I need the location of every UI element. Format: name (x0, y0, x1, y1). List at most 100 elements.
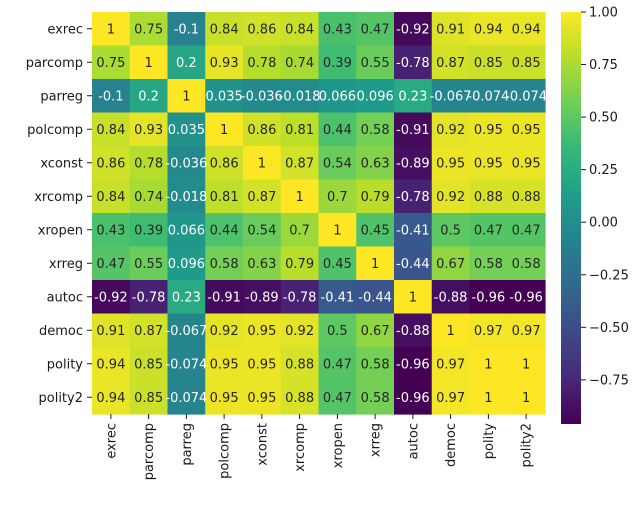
heatmap-cell (507, 112, 546, 147)
colorbar-ticks: 1.00 0.75 0.50 0.25 0.00 −0.25 −0.50 −0.75 (581, 6, 629, 388)
heatmap-cell-label: 0.5 (327, 324, 348, 339)
colorbar-gradient (561, 12, 581, 424)
heatmap-cell (167, 347, 206, 382)
heatmap-cell-label: 0.5 (440, 223, 461, 238)
heatmap-cell (318, 112, 357, 147)
heatmap-cell (243, 79, 282, 114)
x-tick-label: polity2 (520, 423, 535, 468)
heatmap-cell (243, 12, 282, 47)
heatmap-cell-label: 0.47 (474, 223, 503, 238)
heatmap-cell-label: 0.58 (512, 257, 541, 272)
heatmap-cell-label: 0.23 (172, 290, 201, 305)
heatmap-cell-label: 0.035 (206, 89, 243, 104)
heatmap-cell-label: -0.92 (94, 290, 128, 305)
heatmap-cell (243, 146, 282, 181)
heatmap-cell-label: 0.23 (398, 89, 427, 104)
heatmap-cell (356, 213, 395, 248)
heatmap-cell (394, 246, 433, 281)
heatmap-cell-label: -0.036 (241, 89, 283, 104)
heatmap-cell-label: -0.78 (396, 190, 430, 205)
heatmap-cell (431, 213, 471, 248)
heatmap-cell-label: -0.78 (132, 290, 166, 305)
heatmap-cell (243, 246, 282, 281)
heatmap-cell-label: 0.95 (436, 156, 465, 171)
heatmap-cell (205, 213, 244, 248)
heatmap-cell-label: 0.55 (134, 257, 163, 272)
heatmap-cell (167, 246, 206, 281)
heatmap-cell (129, 380, 169, 415)
heatmap-cell (318, 246, 357, 281)
heatmap-cell (205, 79, 244, 114)
heatmap-cell-label: 0.88 (512, 190, 541, 205)
heatmap-cell (469, 313, 508, 348)
heatmap-cell (280, 112, 320, 147)
heatmap-cell-label: 0.87 (134, 324, 163, 339)
y-axis: exrec parcomp parreg polcomp xconst xrcomp xro… (26, 22, 92, 406)
heatmap-cell (167, 146, 206, 181)
heatmap-cell (205, 280, 244, 315)
heatmap-cell (92, 213, 131, 248)
heatmap-cell-label: -0.89 (245, 290, 279, 305)
heatmap-cell (318, 213, 357, 248)
x-tick-label: parreg (180, 423, 195, 466)
heatmap-cell-label: 0.86 (96, 156, 125, 171)
heatmap-cell-label: -0.88 (396, 324, 430, 339)
heatmap-cell (394, 380, 433, 415)
heatmap-cell (167, 12, 206, 47)
heatmap-cell (243, 380, 282, 415)
heatmap-cell (318, 179, 357, 214)
heatmap-cell (469, 179, 508, 214)
colorbar-tick-label: 1.00 (589, 6, 618, 21)
heatmap-cell (280, 146, 320, 181)
heatmap-cell (92, 179, 131, 214)
heatmap-cell-label: 0.096 (357, 89, 394, 104)
heatmap-cell (507, 213, 546, 248)
heatmap-cell-label: 0.88 (285, 391, 314, 406)
heatmap-cell-label: 1 (333, 223, 341, 238)
heatmap-cell-label: -0.78 (283, 290, 317, 305)
heatmap-cell-label: -0.067 (165, 324, 207, 339)
heatmap-cell-label: -0.78 (396, 56, 430, 71)
colorbar-tick-label: −0.25 (589, 268, 629, 283)
heatmap-cell-label: 0.84 (285, 22, 314, 37)
heatmap-cell (205, 146, 244, 181)
heatmap-cell-label: 0.85 (512, 56, 541, 71)
y-tick-label: xconst (40, 156, 83, 171)
heatmap-cell-label: 0.97 (474, 324, 503, 339)
y-tick-label: parreg (40, 89, 83, 104)
heatmap-cell-label: 0.45 (323, 257, 352, 272)
heatmap-cell-label: 0.44 (210, 223, 239, 238)
heatmap-cell-label: -0.067 (430, 89, 472, 104)
heatmap-cell-label: 0.78 (247, 56, 276, 71)
heatmap-cell-label: -0.074 (165, 391, 207, 406)
heatmap-cell-label: -0.018 (165, 190, 207, 205)
heatmap-cell (92, 146, 131, 181)
heatmap-cell-label: 1 (522, 391, 530, 406)
heatmap-cell-label: 0.88 (474, 190, 503, 205)
heatmap-cell (167, 280, 206, 315)
heatmap-cell (469, 380, 508, 415)
heatmap-cell (205, 313, 244, 348)
heatmap-cell-label: 0.95 (210, 391, 239, 406)
heatmap-cell (167, 45, 206, 80)
heatmap-cell-label: 0.47 (323, 357, 352, 372)
heatmap-cell-label: 0.87 (436, 56, 465, 71)
heatmap-cell-label: 0.94 (96, 391, 125, 406)
heatmap-cell (280, 280, 320, 315)
heatmap-cell-label: 0.95 (247, 324, 276, 339)
x-axis: exrec parcomp parreg polcomp xconst xrcomp xro… (104, 414, 535, 480)
heatmap-cell (394, 280, 433, 315)
heatmap-cell-label: 0.63 (361, 156, 390, 171)
heatmap-cell-label: 0.95 (210, 357, 239, 372)
heatmap-cell-label: 1 (484, 391, 492, 406)
heatmap-cell-label: 0.97 (512, 324, 541, 339)
heatmap-cell (507, 313, 546, 348)
heatmap-cell (92, 112, 131, 147)
heatmap-cell (167, 79, 206, 114)
heatmap-cell (92, 79, 131, 114)
heatmap-cell-label: -0.88 (434, 290, 468, 305)
heatmap-cell (205, 12, 244, 47)
heatmap-cell (431, 280, 471, 315)
heatmap-cell (356, 45, 395, 80)
heatmap-cell-label: 0.94 (512, 22, 541, 37)
